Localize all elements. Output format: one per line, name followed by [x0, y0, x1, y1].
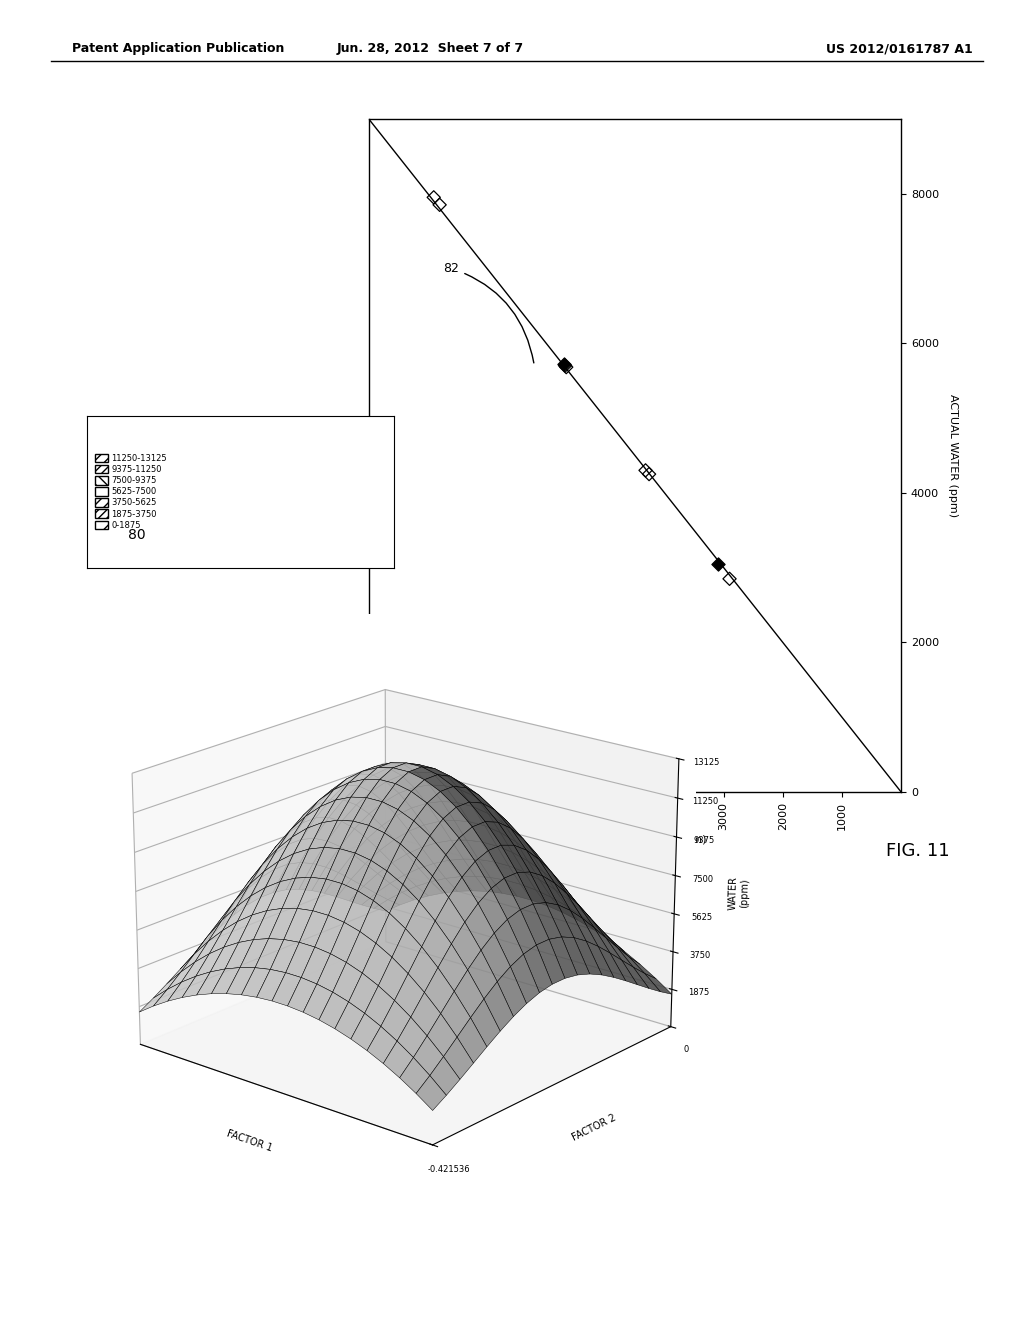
- Point: [426, 186, 442, 207]
- Legend: 11250-13125, 9375-11250, 7500-9375, 5625-7500, 3750-5625, 1875-3750, 0-1875: 11250-13125, 9375-11250, 7500-9375, 5625…: [91, 450, 170, 533]
- Point: [721, 568, 737, 589]
- Text: Patent Application Publication: Patent Application Publication: [72, 42, 284, 55]
- Text: 80: 80: [128, 528, 145, 541]
- Text: Jun. 28, 2012  Sheet 7 of 7: Jun. 28, 2012 Sheet 7 of 7: [337, 42, 523, 55]
- Point: [556, 354, 572, 375]
- Text: US 2012/0161787 A1: US 2012/0161787 A1: [826, 42, 973, 55]
- Text: FIG. 11: FIG. 11: [886, 842, 949, 861]
- Point: [641, 463, 657, 484]
- Text: 82: 82: [443, 261, 534, 363]
- Point: [558, 356, 574, 378]
- X-axis label: PREDICTED WATER (ppm): PREDICTED WATER (ppm): [563, 836, 707, 845]
- Point: [710, 553, 726, 574]
- Point: [637, 459, 653, 480]
- Point: [557, 355, 573, 376]
- X-axis label: FACTOR 1: FACTOR 1: [225, 1129, 273, 1152]
- Y-axis label: ACTUAL WATER (ppm): ACTUAL WATER (ppm): [948, 393, 958, 517]
- Point: [431, 194, 447, 215]
- Y-axis label: FACTOR 2: FACTOR 2: [570, 1113, 617, 1143]
